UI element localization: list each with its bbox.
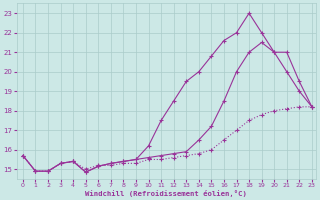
X-axis label: Windchill (Refroidissement éolien,°C): Windchill (Refroidissement éolien,°C) [85,190,247,197]
